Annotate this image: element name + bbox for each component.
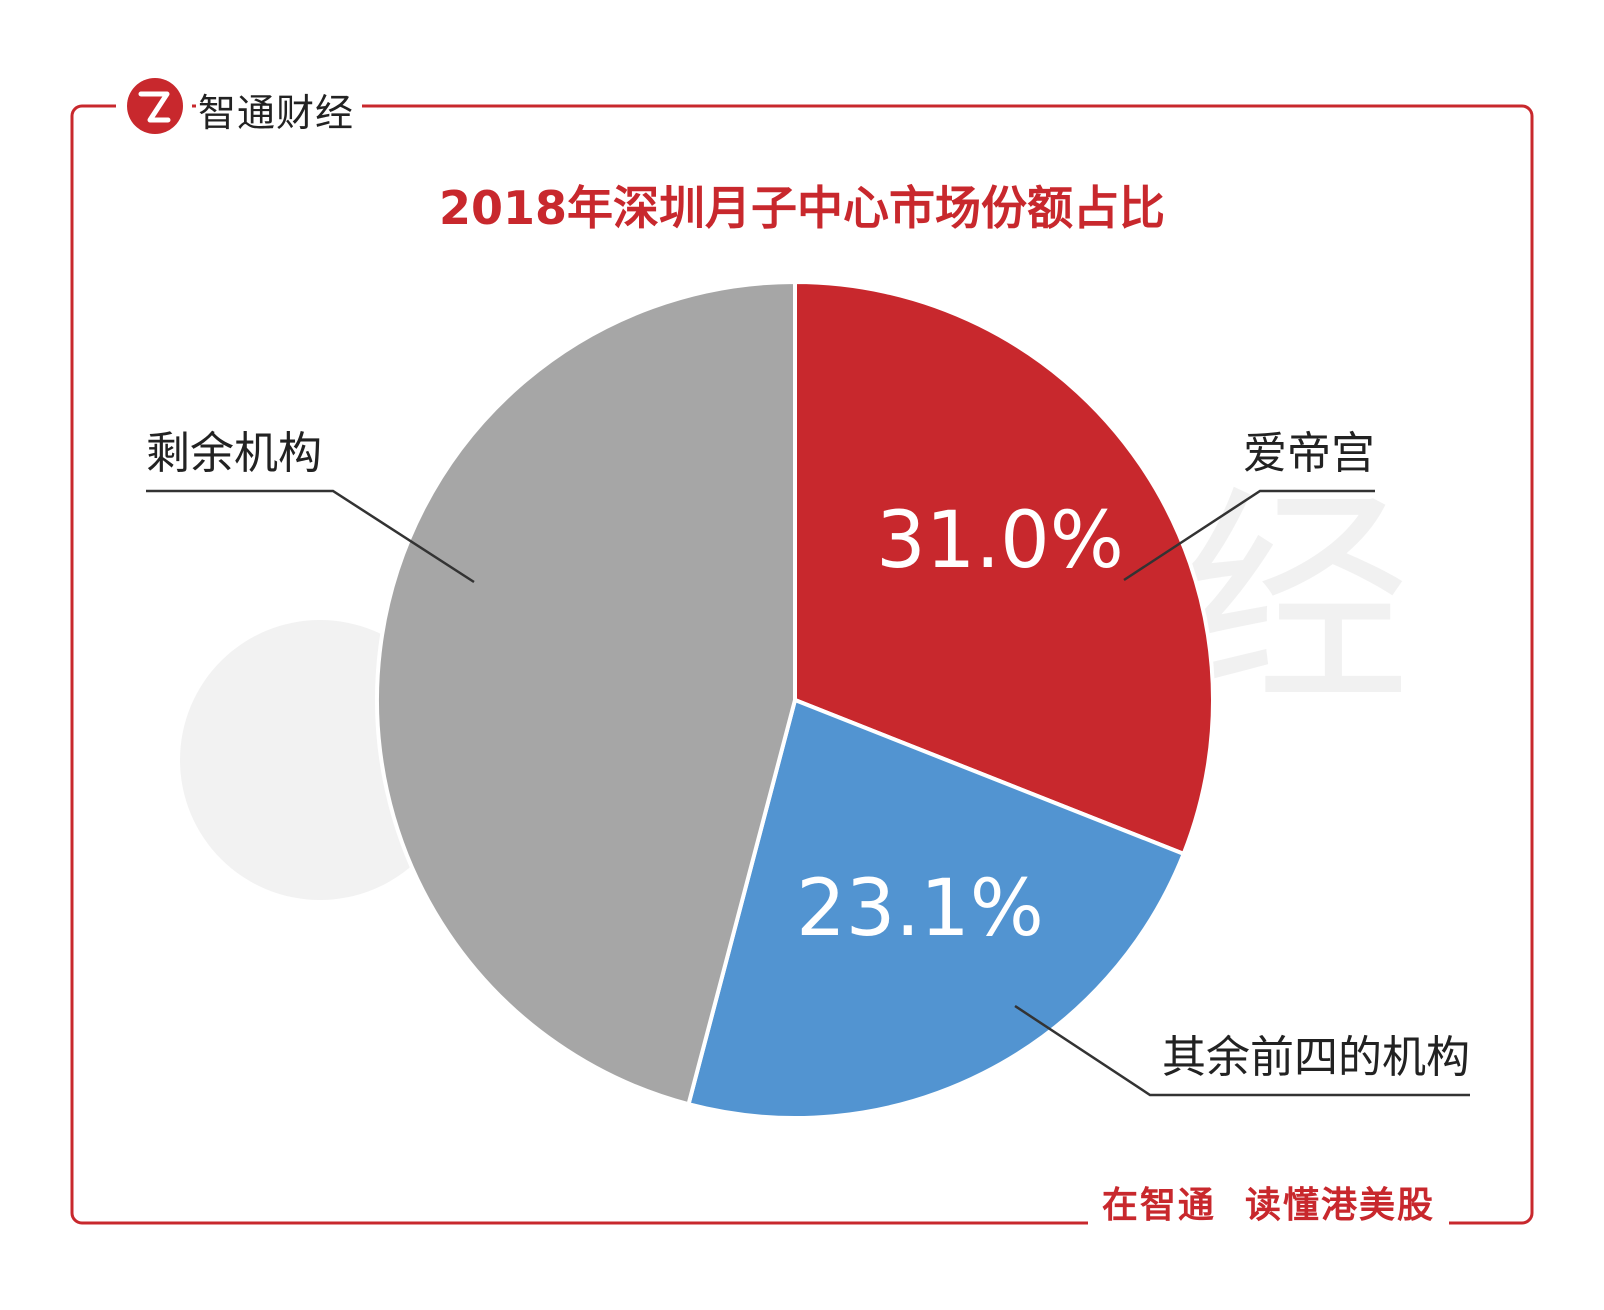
slice-1-category-label: 爱帝宫 [1243, 428, 1375, 479]
pie-slice-3 [375, 280, 797, 1107]
pie-slice-2 [686, 698, 1186, 1120]
leader-line-slice-3 [146, 489, 475, 584]
leader-line-slice-2 [1014, 1004, 1470, 1097]
slice-3-category-label: 剩余机构 [146, 428, 322, 479]
slice-2-value-label: 23.1% [796, 864, 1044, 954]
slice-1-value-label: 31.0% [876, 496, 1124, 586]
svg-text:经: 经 [1180, 468, 1410, 735]
frame-border [70, 104, 1534, 1225]
zhitong-logo-icon [116, 78, 192, 134]
brand-name: 智通财经 [196, 82, 363, 137]
slogan: 在智通 读懂港美股 [1087, 1176, 1449, 1228]
pie-slices [375, 280, 1215, 1120]
chart-title: 2018年深圳月子中心市场份额占比 [438, 181, 1166, 235]
slice-2-category-label: 其余前四的机构 [1162, 1032, 1470, 1083]
pie-slice-1 [793, 280, 1215, 856]
leader-line-slice-1 [1123, 489, 1375, 582]
